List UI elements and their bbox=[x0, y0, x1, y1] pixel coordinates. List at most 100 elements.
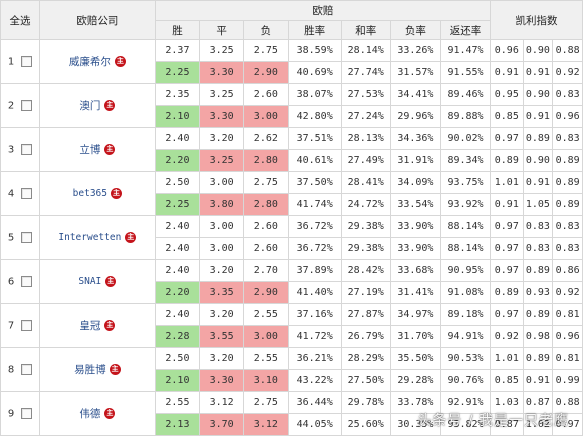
odds-loss-cell: 3.00 bbox=[243, 325, 289, 348]
odds-win-cell: 2.40 bbox=[154, 215, 201, 238]
company-cell[interactable]: 伟德主 bbox=[39, 391, 156, 436]
company-name[interactable]: 威廉希尔 bbox=[68, 56, 111, 68]
kelly-1-cell: 0.89 bbox=[490, 149, 524, 172]
odds-win-cell: 2.20 bbox=[154, 281, 201, 304]
odds-draw-cell: 3.30 bbox=[199, 369, 245, 392]
loss-rate-cell: 33.26% bbox=[389, 39, 441, 62]
loss-rate-cell: 33.90% bbox=[389, 237, 441, 260]
kelly-2-cell: 0.83 bbox=[522, 237, 554, 260]
odds-win-cell: 2.40 bbox=[154, 127, 201, 150]
odds-draw-cell: 3.25 bbox=[199, 39, 245, 62]
row-select-cell[interactable]: 6 bbox=[0, 259, 41, 304]
row-select-cell[interactable]: 3 bbox=[0, 127, 41, 172]
draw-rate-cell: 27.53% bbox=[340, 83, 391, 106]
row-select-cell[interactable]: 2 bbox=[0, 83, 41, 128]
row-checkbox[interactable] bbox=[21, 143, 33, 155]
odds-loss-cell: 2.80 bbox=[243, 149, 289, 172]
company-cell[interactable]: bet365 主 bbox=[39, 171, 156, 216]
row-checkbox[interactable] bbox=[21, 187, 33, 199]
row-select-cell[interactable]: 8 bbox=[0, 347, 41, 392]
return-rate-cell: 89.34% bbox=[439, 149, 492, 172]
row-select-cell[interactable]: 9 bbox=[0, 391, 41, 436]
kelly-3-cell: 0.86 bbox=[552, 259, 583, 282]
company-name[interactable]: 立博 bbox=[79, 144, 101, 156]
return-rate-cell: 91.08% bbox=[439, 281, 492, 304]
company-name[interactable]: 伟德 bbox=[79, 408, 101, 420]
kelly-1-cell: 0.97 bbox=[490, 303, 524, 326]
row-checkbox[interactable] bbox=[21, 99, 33, 111]
row-index: 4 bbox=[7, 188, 15, 200]
draw-rate-cell: 28.42% bbox=[340, 259, 391, 282]
main-badge-icon: 主 bbox=[104, 144, 116, 155]
kelly-3-cell: 0.92 bbox=[552, 61, 583, 84]
table-row: 6 SNAI 主 2.40 3.20 2.70 37.89% 28.42% 33.68% 90.9… bbox=[0, 259, 583, 304]
return-rate-cell: 90.95% bbox=[439, 259, 492, 282]
win-rate-cell: 41.40% bbox=[287, 281, 342, 304]
odds-win-cell: 2.10 bbox=[154, 369, 201, 392]
kelly-2-cell: 0.93 bbox=[522, 281, 554, 304]
company-name[interactable]: SNAI bbox=[78, 275, 102, 287]
company-cell[interactable]: 威廉希尔主 bbox=[39, 39, 156, 84]
company-name[interactable]: 澳门 bbox=[79, 100, 101, 112]
kelly-3-cell: 0.83 bbox=[552, 83, 583, 106]
return-rate-cell: 88.14% bbox=[439, 237, 492, 260]
kelly-1-cell: 0.96 bbox=[490, 39, 524, 62]
kelly-2-cell: 0.89 bbox=[522, 127, 554, 150]
odds-loss-cell: 2.90 bbox=[243, 61, 289, 84]
kelly-1-cell: 0.91 bbox=[490, 61, 524, 84]
company-cell[interactable]: 皇冠主 bbox=[39, 303, 156, 348]
win-rate-cell: 36.72% bbox=[287, 237, 342, 260]
company-cell[interactable]: 澳门主 bbox=[39, 83, 156, 128]
company-cell[interactable]: 易胜博主 bbox=[39, 347, 156, 392]
loss-rate-cell: 29.28% bbox=[389, 369, 441, 392]
odds-win-cell: 2.55 bbox=[154, 391, 201, 414]
company-name[interactable]: 易胜博 bbox=[74, 364, 106, 376]
company-name[interactable]: Interwetten bbox=[58, 231, 122, 243]
win-rate-cell: 37.16% bbox=[287, 303, 342, 326]
table-row: 2 澳门主 2.35 3.25 2.60 38.07% 27.53% 34.41% 89.46%… bbox=[0, 83, 583, 128]
odds-win-cell: 2.25 bbox=[154, 193, 201, 216]
odds-loss-cell: 2.80 bbox=[243, 193, 289, 216]
odds-win-cell: 2.40 bbox=[154, 259, 201, 282]
draw-rate-cell: 25.60% bbox=[340, 413, 391, 436]
select-all-header[interactable]: 全选 bbox=[0, 0, 41, 40]
return-rate-cell: 89.46% bbox=[439, 83, 492, 106]
draw-rate-cell: 26.79% bbox=[340, 325, 391, 348]
loss-rate-cell: 34.41% bbox=[389, 83, 441, 106]
row-select-cell[interactable]: 4 bbox=[0, 171, 41, 216]
odds-loss-cell: 2.60 bbox=[243, 237, 289, 260]
draw-rate-cell: 27.74% bbox=[340, 61, 391, 84]
row-checkbox[interactable] bbox=[21, 275, 33, 287]
row-checkbox[interactable] bbox=[21, 231, 33, 243]
odds-draw-cell: 3.20 bbox=[199, 259, 245, 282]
company-cell[interactable]: Interwetten 主 bbox=[39, 215, 156, 260]
return-rate-cell: 90.76% bbox=[439, 369, 492, 392]
odds-loss-cell: 2.90 bbox=[243, 281, 289, 304]
company-cell[interactable]: 立博主 bbox=[39, 127, 156, 172]
loss-rate-cell: 30.35% bbox=[389, 413, 441, 436]
company-name[interactable]: 皇冠 bbox=[79, 320, 101, 332]
kelly-2-cell: 0.89 bbox=[522, 259, 554, 282]
row-checkbox[interactable] bbox=[21, 319, 33, 331]
kelly-3-cell: 0.96 bbox=[552, 325, 583, 348]
odds-loss-cell: 3.00 bbox=[243, 105, 289, 128]
win-header: 胜 bbox=[154, 20, 201, 40]
kelly-2-cell: 0.89 bbox=[522, 347, 554, 370]
company-cell[interactable]: SNAI 主 bbox=[39, 259, 156, 304]
kelly-3-cell: 0.83 bbox=[552, 215, 583, 238]
kelly-1-cell: 0.89 bbox=[490, 281, 524, 304]
row-checkbox[interactable] bbox=[21, 363, 33, 375]
win-rate-cell: 42.80% bbox=[287, 105, 342, 128]
win-rate-cell: 43.22% bbox=[287, 369, 342, 392]
row-select-cell[interactable]: 5 bbox=[0, 215, 41, 260]
table-row: 5 Interwetten 主 2.40 3.00 2.60 36.72% 29.38% 33.… bbox=[0, 215, 583, 260]
company-name[interactable]: bet365 bbox=[72, 187, 107, 199]
kelly-1-cell: 0.85 bbox=[490, 369, 524, 392]
row-checkbox[interactable] bbox=[21, 55, 33, 67]
odds-loss-cell: 2.55 bbox=[243, 347, 289, 370]
win-rate-cell: 40.69% bbox=[287, 61, 342, 84]
row-checkbox[interactable] bbox=[21, 407, 33, 419]
odds-draw-cell: 3.25 bbox=[199, 83, 245, 106]
row-select-cell[interactable]: 7 bbox=[0, 303, 41, 348]
row-select-cell[interactable]: 1 bbox=[0, 39, 41, 84]
